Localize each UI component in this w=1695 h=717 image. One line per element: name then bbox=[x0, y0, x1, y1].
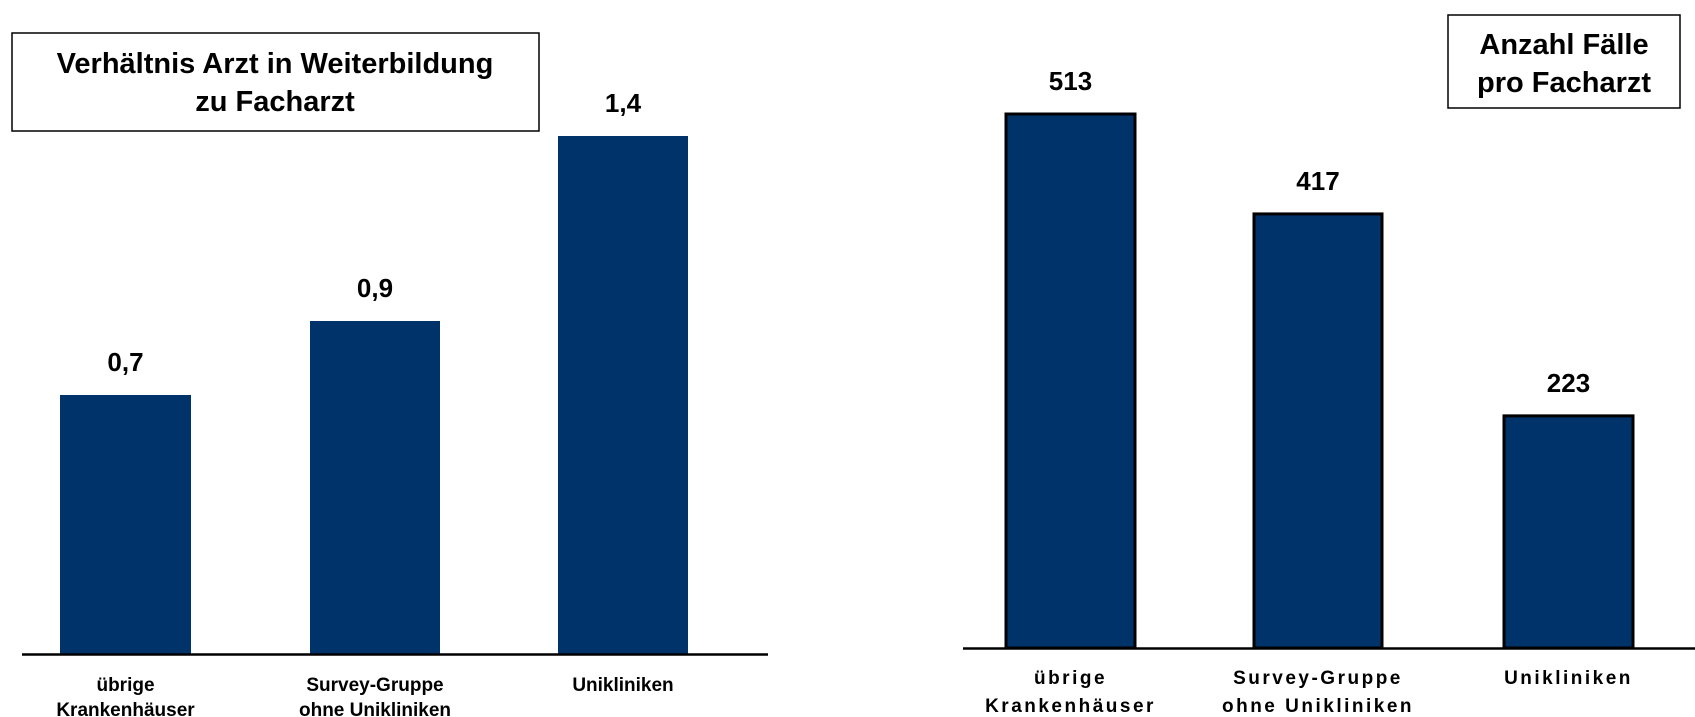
category-label-1: Krankenhäuser bbox=[56, 700, 195, 717]
title-frame bbox=[11, 32, 540, 132]
category-label-1: Krankenhäuser bbox=[985, 696, 1156, 717]
data-label-3: 223 bbox=[1547, 368, 1590, 398]
category-label-3: Unikliniken bbox=[1504, 668, 1633, 689]
bar-3 bbox=[558, 136, 688, 654]
right-bar-chart: 513 übrige Krankenhäuser 417 Survey-Gruppe oh… bbox=[963, 14, 1695, 717]
data-label-2: 417 bbox=[1296, 166, 1339, 196]
title-frame bbox=[1447, 14, 1681, 109]
category-label-1: übrige bbox=[96, 675, 154, 696]
data-label-1: 0,7 bbox=[107, 347, 143, 377]
chart-title: Anzahl Fälle bbox=[1479, 29, 1648, 61]
bar-2 bbox=[310, 321, 440, 654]
category-label-2: Survey-Gruppe bbox=[1233, 668, 1403, 689]
category-label-3: Unikliniken bbox=[572, 675, 673, 696]
chart-title-box: Verhältnis Arzt in Weiterbildung zu Facha… bbox=[11, 32, 540, 132]
chart-title: zu Facharzt bbox=[195, 86, 355, 118]
data-label-1: 513 bbox=[1049, 66, 1092, 96]
data-label-2: 0,9 bbox=[357, 273, 393, 303]
left-bar-chart: 0,7 übrige Krankenhäuser 0,9 Survey-Gruppe oh… bbox=[11, 32, 768, 717]
category-label-2: ohne Unikliniken bbox=[299, 700, 451, 717]
category-label-1: übrige bbox=[1034, 668, 1107, 689]
category-label-2: ohne Unikliniken bbox=[1222, 696, 1414, 717]
bar-2 bbox=[1252, 212, 1384, 650]
data-label-3: 1,4 bbox=[605, 88, 642, 118]
category-label-2: Survey-Gruppe bbox=[306, 675, 443, 696]
bar-1 bbox=[60, 395, 191, 654]
chart-title-box: Anzahl Fälle pro Facharzt bbox=[1447, 14, 1681, 109]
chart-title: pro Facharzt bbox=[1477, 67, 1651, 99]
bar-1 bbox=[1004, 112, 1137, 650]
bar-3 bbox=[1502, 414, 1635, 650]
chart-title: Verhältnis Arzt in Weiterbildung bbox=[57, 48, 494, 80]
